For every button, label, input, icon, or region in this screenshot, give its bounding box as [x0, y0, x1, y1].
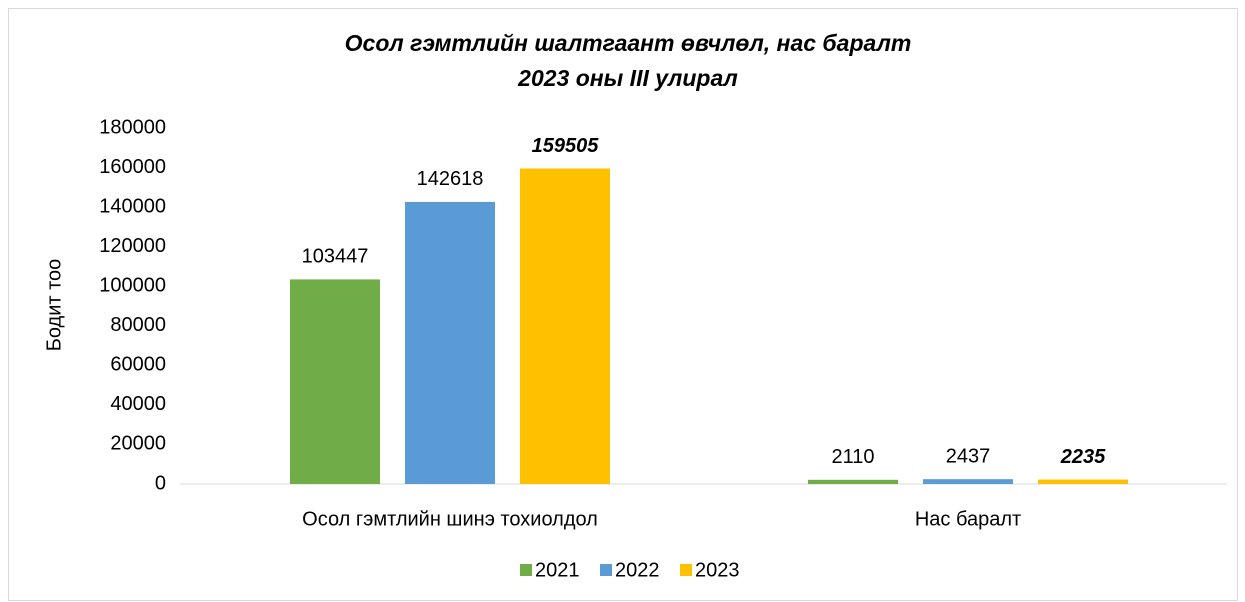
chart-frame	[8, 8, 1238, 601]
legend-swatch	[600, 564, 612, 576]
data-label: 2437	[946, 445, 991, 467]
bar	[808, 479, 898, 484]
y-tick-label: 0	[155, 472, 166, 494]
y-tick-label: 140000	[99, 195, 166, 217]
bar	[290, 279, 380, 484]
bar	[923, 479, 1013, 484]
data-label: 159505	[532, 135, 600, 157]
y-tick-label: 180000	[99, 116, 166, 138]
x-tick-label: Нас баралт	[915, 508, 1021, 530]
y-tick-label: 60000	[110, 354, 166, 376]
chart-title: 2023 оны III улирал	[517, 65, 738, 91]
y-tick-label: 40000	[110, 393, 166, 415]
data-label: 2110	[831, 446, 874, 468]
chart-title: Осол гэмтлийн шалтгаант өвчлөл, нас бара…	[345, 30, 912, 56]
legend-swatch	[680, 564, 692, 576]
data-label: 103447	[302, 246, 369, 268]
y-tick-label: 160000	[99, 156, 166, 178]
bar	[1038, 479, 1128, 484]
bar	[520, 168, 610, 485]
legend-label: 2022	[615, 559, 660, 581]
legend-label: 2023	[695, 559, 740, 581]
y-axis-label: Бодит тоо	[43, 259, 65, 352]
y-tick-label: 20000	[110, 433, 166, 455]
data-label: 2235	[1060, 446, 1106, 468]
bar	[405, 201, 495, 484]
legend-swatch	[520, 564, 532, 576]
y-tick-label: 120000	[99, 235, 166, 257]
legend-label: 2021	[535, 559, 580, 581]
y-tick-label: 80000	[110, 314, 166, 336]
x-tick-label: Осол гэмтлийн шинэ тохиолдол	[302, 508, 598, 530]
data-label: 142618	[417, 168, 484, 190]
y-tick-label: 100000	[99, 275, 166, 297]
